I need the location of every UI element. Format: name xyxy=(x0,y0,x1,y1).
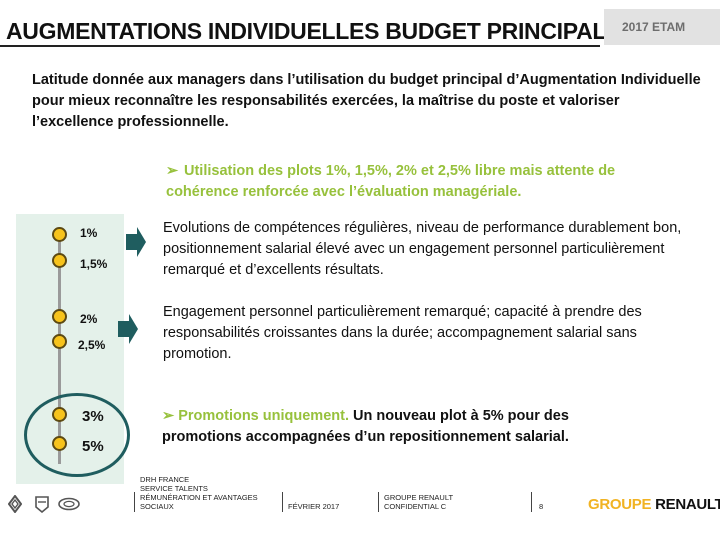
footer-date: Février 2017 xyxy=(288,502,340,511)
scale-dot xyxy=(52,407,67,422)
footer-dept-line: DRH France xyxy=(140,475,190,484)
scale-dot xyxy=(52,436,67,451)
footer-separator xyxy=(378,492,379,512)
chevron-right-icon xyxy=(126,227,146,257)
promotion-text: ➢ Promotions uniquement. Un nouveau plot… xyxy=(162,406,642,448)
footer-dept: DRH France Service Talents xyxy=(140,475,208,493)
scale-label: 3% xyxy=(82,408,104,425)
scale-label: 1,5% xyxy=(80,257,108,271)
footer-separator xyxy=(134,492,135,512)
scale-dot xyxy=(52,309,67,324)
renault-logo-icon xyxy=(8,495,22,513)
row-description: Evolutions de compétences régulières, ni… xyxy=(163,220,682,278)
scale-dot xyxy=(52,334,67,349)
promotion-detail: Un nouveau plot à 5% pour des promotions… xyxy=(162,408,569,445)
brand-logo: GROUPE RENAULT xyxy=(588,496,720,513)
scale-label: 2,5% xyxy=(78,338,106,352)
samsung-logo-icon xyxy=(58,497,80,511)
footer-dept-line: Service Talents xyxy=(140,483,208,493)
footer-dept-sub: Rémunération et avantages sociaux xyxy=(140,493,258,511)
chevron-right-icon xyxy=(118,314,138,344)
scale-dot xyxy=(52,227,67,242)
scale-label: 2% xyxy=(80,312,98,326)
bullet-arrow-icon: ➢ xyxy=(166,163,179,179)
footer-separator xyxy=(282,492,283,512)
footer-conf-line: Confidential C xyxy=(384,501,447,511)
bullet-arrow-icon: ➢ xyxy=(162,408,175,424)
scale-dot xyxy=(52,253,67,268)
scale-label: 5% xyxy=(82,438,104,455)
footer-conf-line: Groupe Renault xyxy=(384,493,454,502)
page-title: AUGMENTATIONS INDIVIDUELLES BUDGET PRINC… xyxy=(6,18,607,44)
year-tag: 2017 ETAM xyxy=(604,9,720,45)
footer-separator xyxy=(531,492,532,512)
dacia-logo-icon xyxy=(35,496,49,513)
scale-label: 1% xyxy=(80,226,98,240)
promotion-lead: Promotions uniquement. xyxy=(178,408,349,424)
intro-text: Latitude donnée aux managers dans l’util… xyxy=(32,72,701,130)
title-rule xyxy=(0,45,600,47)
footer-confidentiality: Groupe Renault Confidential C xyxy=(384,493,454,511)
page-number: 8 xyxy=(539,502,544,511)
brand-word-groupe: GROUPE xyxy=(588,496,652,513)
promotion-ring xyxy=(24,393,130,477)
brand-word-renault: RENAULT xyxy=(655,496,720,513)
highlight-bullet: ➢ Utilisation des plots 1%, 1,5%, 2% et 2… xyxy=(166,161,666,203)
highlight-text: Utilisation des plots 1%, 1,5%, 2% et 2,… xyxy=(166,163,616,200)
row-description: Engagement personnel particulièrement re… xyxy=(163,304,642,362)
